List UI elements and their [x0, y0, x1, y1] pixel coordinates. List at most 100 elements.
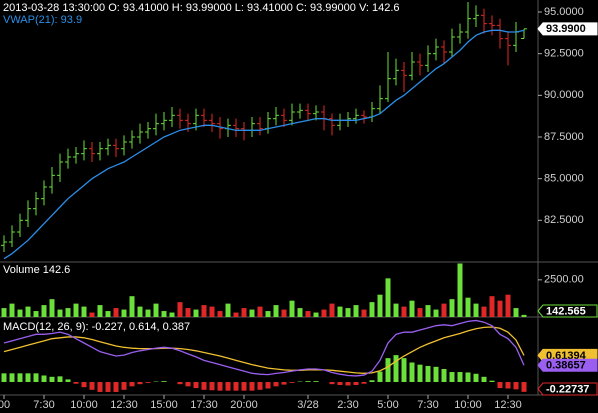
- volume-bar: [121, 309, 127, 317]
- volume-bar: [521, 314, 527, 317]
- histogram-bar: [441, 369, 447, 382]
- volume-bar: [417, 308, 423, 317]
- histogram-bar: [49, 376, 55, 382]
- x-tick-label: 7:30: [33, 399, 54, 411]
- volume-bar: [385, 278, 391, 317]
- histogram-bar: [217, 382, 223, 391]
- x-tick-label: 15:00: [150, 399, 178, 411]
- volume-bar: [433, 309, 439, 317]
- histogram-bar: [265, 382, 271, 389]
- histogram-bar: [185, 382, 191, 387]
- histogram-bar: [353, 382, 359, 386]
- x-tick-label: 00: [0, 399, 10, 411]
- histogram-bar: [417, 364, 423, 382]
- volume-bar: [41, 305, 47, 317]
- volume-bar: [361, 309, 367, 317]
- x-tick-label: 20:00: [230, 399, 258, 411]
- volume-bar: [321, 309, 327, 317]
- x-tick-label: 3/28: [297, 399, 318, 411]
- volume-bar: [161, 311, 167, 317]
- histogram-bar: [521, 382, 527, 392]
- volume-bar: [217, 311, 223, 317]
- volume-bar: [297, 308, 303, 317]
- volume-bar: [457, 263, 463, 317]
- volume-bar: [505, 294, 511, 317]
- macd-title: MACD(12, 26, 9): -0.227, 0.614, 0.387: [3, 321, 190, 333]
- histogram-bar: [289, 382, 295, 383]
- histogram-bar: [369, 380, 375, 382]
- volume-bar: [473, 303, 479, 317]
- histogram-bar: [497, 382, 503, 389]
- histogram-bar: [129, 382, 135, 387]
- histogram-bar: [137, 382, 143, 385]
- volume-bar: [329, 303, 335, 317]
- histogram-bar: [465, 372, 471, 382]
- volume-bar: [57, 309, 63, 317]
- volume-bar: [89, 312, 95, 317]
- volume-bar: [241, 308, 247, 317]
- volume-bar: [401, 306, 407, 317]
- histogram-bar: [225, 382, 231, 391]
- histogram-bar: [241, 382, 247, 391]
- histogram-bar: [81, 382, 87, 388]
- x-tick-label: 17:30: [190, 399, 218, 411]
- last-value-label: -0.22737: [546, 383, 589, 395]
- y-tick-label: 82.5000: [544, 214, 584, 226]
- volume-bar: [345, 308, 351, 317]
- last-value-box: [537, 304, 598, 318]
- histogram-bar: [121, 382, 127, 390]
- histogram-bar: [401, 358, 407, 382]
- histogram-bar: [177, 382, 183, 385]
- histogram-bar: [337, 382, 343, 386]
- volume-bar: [489, 296, 495, 317]
- histogram-bar: [489, 380, 495, 382]
- volume-bar: [25, 306, 31, 317]
- volume-bar: [273, 305, 279, 317]
- y-tick-label: 92.5000: [544, 48, 584, 60]
- volume-bar: [9, 303, 15, 317]
- y-tick-label: 2500.00: [544, 274, 584, 286]
- price-header: 2013-03-28 13:30:00 O: 93.41000 H: 93.99…: [3, 2, 400, 14]
- x-tick-label: 5:00: [377, 399, 398, 411]
- volume-bar: [193, 309, 199, 317]
- last-value-label: 0.38657: [546, 360, 586, 372]
- volume-bar: [73, 303, 79, 317]
- volume-bar: [305, 311, 311, 317]
- legend-entry: VWAP(21): 93.9: [3, 14, 82, 26]
- volume-bar: [169, 312, 175, 317]
- y-tick-label: 95.0000: [544, 6, 584, 18]
- histogram-bar: [361, 382, 367, 384]
- histogram-bar: [25, 373, 31, 382]
- volume-bar: [129, 296, 135, 317]
- histogram-bar: [481, 376, 487, 382]
- volume-bar: [369, 302, 375, 317]
- volume-bar: [97, 305, 103, 317]
- histogram-bar: [41, 375, 47, 382]
- line: [3, 29, 525, 260]
- histogram-bar: [345, 382, 351, 386]
- x-tick-label: 10:00: [70, 399, 98, 411]
- volume-bar: [225, 303, 231, 317]
- volume-bar: [105, 311, 111, 317]
- histogram-bar: [33, 373, 39, 382]
- histogram-bar: [385, 358, 391, 382]
- y-tick-label: 85.0000: [544, 173, 584, 185]
- x-tick-label: 7:30: [417, 399, 438, 411]
- volume-bar: [33, 311, 39, 317]
- volume-bar: [425, 305, 431, 317]
- last-value-box: [537, 22, 598, 36]
- histogram-bar: [249, 382, 255, 391]
- last-value-label: 93.9900: [546, 23, 586, 35]
- volume-bar: [449, 299, 455, 317]
- line: [3, 319, 525, 377]
- histogram-bar: [17, 373, 23, 382]
- volume-bar: [393, 303, 399, 317]
- volume-bar: [49, 299, 55, 317]
- x-tick-label: 12:30: [494, 399, 522, 411]
- volume-bar: [377, 294, 383, 317]
- volume-bar: [1, 308, 7, 317]
- volume-bar: [17, 309, 23, 317]
- last-value-box: [537, 358, 598, 372]
- last-value-box: [537, 382, 598, 396]
- volume-bar: [209, 306, 215, 317]
